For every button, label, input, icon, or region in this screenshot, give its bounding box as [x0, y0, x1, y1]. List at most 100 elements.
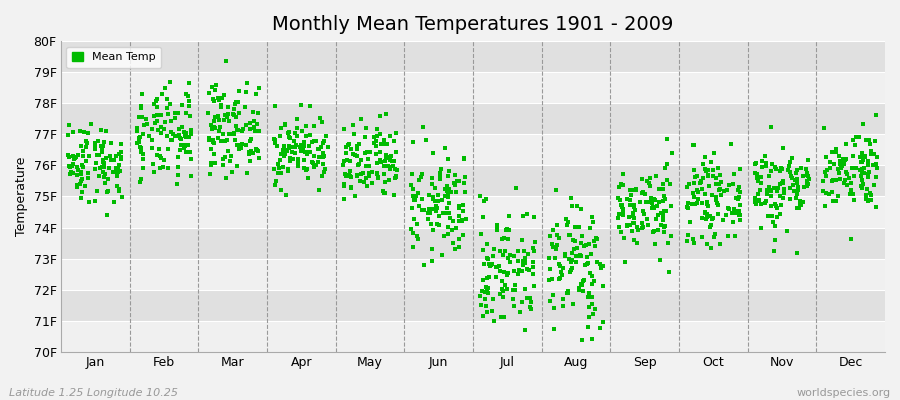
- Point: [579, 242, 593, 248]
- Point: [552, 234, 566, 241]
- Point: [507, 253, 521, 260]
- Point: [698, 210, 712, 217]
- Point: [230, 114, 244, 121]
- Point: [855, 185, 869, 191]
- Point: [849, 134, 863, 140]
- Point: [363, 148, 377, 155]
- Point: [724, 141, 739, 148]
- Point: [751, 178, 765, 185]
- Point: [552, 276, 566, 282]
- Point: [293, 148, 308, 154]
- Point: [653, 257, 668, 264]
- Point: [526, 270, 540, 277]
- Point: [61, 162, 76, 169]
- Point: [212, 95, 226, 102]
- Point: [788, 194, 803, 201]
- Point: [657, 229, 671, 235]
- Point: [800, 170, 814, 176]
- Point: [216, 156, 230, 162]
- Point: [63, 168, 77, 175]
- Point: [727, 206, 742, 213]
- Point: [84, 121, 98, 127]
- Point: [628, 186, 643, 192]
- Point: [559, 290, 573, 296]
- Point: [161, 146, 176, 152]
- Point: [766, 219, 780, 225]
- Point: [773, 211, 788, 217]
- Point: [113, 156, 128, 162]
- Point: [816, 178, 831, 184]
- Point: [437, 233, 452, 240]
- Point: [652, 186, 666, 192]
- Point: [109, 152, 123, 159]
- Point: [167, 115, 182, 121]
- Point: [436, 210, 451, 216]
- Point: [626, 210, 641, 216]
- Bar: [61, 166, 885, 196]
- Point: [300, 166, 314, 172]
- Point: [267, 165, 282, 172]
- Point: [358, 134, 373, 140]
- Point: [768, 201, 782, 208]
- Point: [706, 166, 720, 173]
- Point: [646, 229, 661, 236]
- Point: [588, 243, 602, 249]
- Point: [370, 133, 384, 139]
- Point: [426, 227, 440, 234]
- Point: [477, 296, 491, 302]
- Point: [208, 160, 222, 166]
- Point: [786, 182, 800, 188]
- Point: [309, 138, 323, 144]
- Point: [516, 262, 530, 268]
- Point: [66, 160, 80, 167]
- Point: [520, 265, 535, 272]
- Point: [337, 126, 351, 132]
- Point: [768, 164, 782, 170]
- Point: [729, 195, 743, 202]
- Point: [373, 113, 387, 119]
- Point: [759, 160, 773, 166]
- Point: [457, 156, 472, 162]
- Point: [136, 131, 150, 138]
- Point: [278, 150, 293, 157]
- Point: [709, 197, 724, 203]
- Point: [96, 142, 111, 149]
- Point: [307, 123, 321, 129]
- Point: [835, 162, 850, 169]
- Point: [66, 129, 80, 136]
- Point: [276, 147, 291, 153]
- Point: [456, 202, 471, 208]
- Point: [565, 202, 580, 209]
- Point: [590, 236, 604, 242]
- Point: [855, 159, 869, 165]
- Point: [95, 169, 110, 175]
- Point: [271, 161, 285, 167]
- Point: [499, 226, 513, 233]
- Point: [221, 118, 236, 124]
- Point: [750, 171, 764, 178]
- Point: [651, 212, 665, 218]
- Point: [65, 163, 79, 169]
- Point: [433, 170, 447, 176]
- Point: [732, 212, 746, 218]
- Point: [619, 223, 634, 230]
- Point: [389, 173, 403, 179]
- Point: [656, 217, 670, 224]
- Point: [445, 226, 459, 233]
- Point: [230, 99, 244, 106]
- Point: [656, 181, 670, 187]
- Point: [416, 124, 430, 131]
- Point: [252, 85, 266, 92]
- Point: [239, 89, 254, 96]
- Point: [763, 168, 778, 174]
- Point: [421, 216, 436, 222]
- Point: [554, 272, 569, 278]
- Point: [753, 225, 768, 232]
- Y-axis label: Temperature: Temperature: [15, 157, 28, 236]
- Point: [790, 180, 805, 186]
- Point: [175, 102, 189, 108]
- Point: [134, 176, 148, 182]
- Point: [69, 182, 84, 188]
- Point: [100, 212, 114, 218]
- Point: [290, 133, 304, 139]
